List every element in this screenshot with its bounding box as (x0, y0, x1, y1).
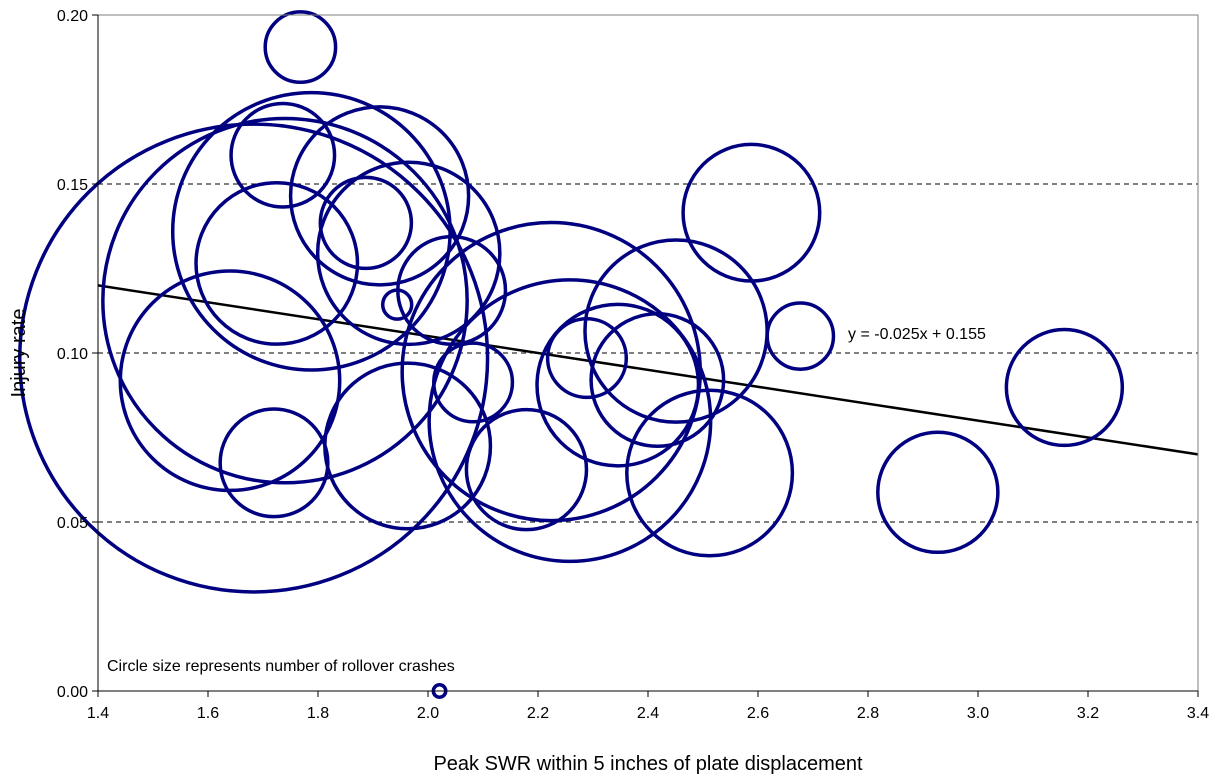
bubble-point (396, 234, 508, 347)
y-tick-label: 0.05 (57, 515, 88, 532)
x-tick-label: 1.4 (87, 705, 109, 722)
x-tick-label: 1.8 (307, 705, 329, 722)
bubble-point (101, 116, 469, 485)
bubble-point (229, 101, 337, 209)
trendline (97, 284, 1199, 456)
bubble-point (263, 10, 338, 85)
bubble-point (323, 361, 493, 531)
size-note: Circle size represents number of rollove… (107, 658, 455, 675)
gridlines (98, 183, 1198, 523)
trendline-layer (97, 284, 1199, 456)
trendline-equation: y = -0.025x + 0.155 (848, 326, 986, 343)
bubble-point (876, 430, 1000, 555)
bubble-point (118, 269, 342, 493)
y-tick-label: 0.10 (57, 346, 88, 363)
bubble-point (1004, 327, 1125, 448)
x-tick-label: 2.8 (857, 705, 879, 722)
x-tick-label: 2.2 (527, 705, 549, 722)
labels: y = -0.025x + 0.155 Circle size represen… (8, 309, 986, 775)
x-tick-label: 3.0 (967, 705, 989, 722)
axes: 0.00 0.05 0.10 0.15 0.20 1.4 1.6 1.8 2.0 2.2 2.4 2.… (57, 8, 1209, 722)
x-axis-title: Peak SWR within 5 inches of plate displa… (433, 753, 863, 775)
x-tick-label: 3.4 (1187, 705, 1209, 722)
x-tick-label: 1.6 (197, 705, 219, 722)
bubble-point (535, 302, 701, 468)
bubble-point (318, 175, 414, 271)
y-tick-label: 0.15 (57, 177, 88, 194)
y-tick-label: 0.20 (57, 8, 88, 25)
bubble-points (17, 10, 1125, 699)
bubble-point (218, 407, 330, 519)
bubble-point (589, 312, 726, 449)
x-tick-label: 2.0 (417, 705, 439, 722)
bubble-point (288, 105, 471, 287)
y-tick-label: 0.00 (57, 684, 88, 701)
bubble-point (194, 180, 360, 346)
x-tick-label: 2.4 (637, 705, 659, 722)
x-tick-label: 3.2 (1077, 705, 1099, 722)
bubble-point (464, 407, 589, 532)
bubble-point (681, 142, 822, 283)
bubble-point (625, 388, 795, 558)
y-axis-title: Injury rate (8, 309, 30, 398)
bubble-point (17, 122, 490, 594)
bubble-point (765, 301, 836, 371)
bubble-point (315, 160, 502, 347)
x-tick-label: 2.6 (747, 705, 769, 722)
